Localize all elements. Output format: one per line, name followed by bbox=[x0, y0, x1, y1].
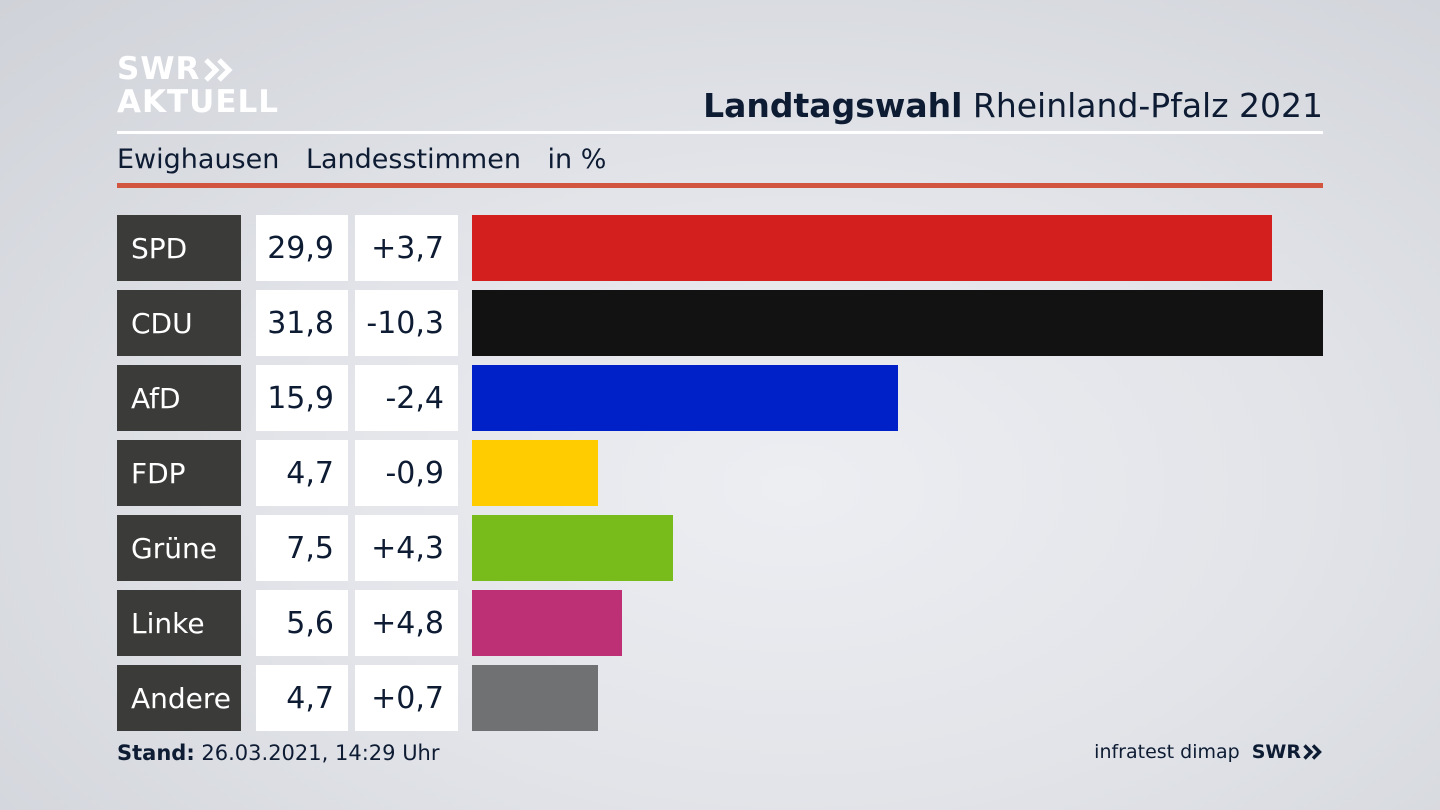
subline-measure: Landesstimmen bbox=[305, 144, 521, 175]
vote-share-label: 29,9 bbox=[256, 215, 348, 281]
change-label: +0,7 bbox=[355, 665, 458, 731]
accent-divider bbox=[117, 183, 1323, 188]
bar-fdp bbox=[472, 440, 598, 506]
timestamp: Stand: 26.03.2021, 14:29 Uhr bbox=[117, 741, 440, 765]
change-label: +4,8 bbox=[355, 590, 458, 656]
bar-row: Linke 5,6 +4,8 bbox=[117, 590, 1323, 656]
vote-share-label: 31,8 bbox=[256, 290, 348, 356]
party-label: Linke bbox=[117, 590, 241, 656]
subline-unit: in % bbox=[547, 144, 607, 175]
chart-subline: Ewighausen Landesstimmen in % bbox=[117, 144, 624, 175]
headline-bold: Landtagswahl bbox=[703, 86, 963, 125]
logo-line-2: AKTUELL bbox=[117, 84, 280, 120]
vote-share-label: 4,7 bbox=[256, 440, 348, 506]
bar-andere bbox=[472, 665, 598, 731]
party-label: Grüne bbox=[117, 515, 241, 581]
bar-row: AfD 15,9 -2,4 bbox=[117, 365, 1323, 431]
logo-line-1: SWR bbox=[117, 51, 201, 87]
source-credit: infratest dimap SWR bbox=[1094, 741, 1323, 763]
party-label: SPD bbox=[117, 215, 241, 281]
bar-spd bbox=[472, 215, 1272, 281]
stand-label: Stand: bbox=[117, 741, 195, 765]
bar-row: Grüne 7,5 +4,3 bbox=[117, 515, 1323, 581]
bar-row: CDU 31,8 -10,3 bbox=[117, 290, 1323, 356]
subline-place: Ewighausen bbox=[117, 144, 280, 175]
vote-share-label: 4,7 bbox=[256, 665, 348, 731]
party-label: CDU bbox=[117, 290, 241, 356]
bar-row: Andere 4,7 +0,7 bbox=[117, 665, 1323, 731]
vote-share-label: 15,9 bbox=[256, 365, 348, 431]
headline-rest: Rheinland-Pfalz 2021 bbox=[972, 86, 1323, 125]
change-label: -2,4 bbox=[355, 365, 458, 431]
bar-row: SPD 29,9 +3,7 bbox=[117, 215, 1323, 281]
vote-share-label: 7,5 bbox=[256, 515, 348, 581]
change-label: +3,7 bbox=[355, 215, 458, 281]
bar-grne bbox=[472, 515, 673, 581]
source-label: infratest dimap bbox=[1094, 741, 1240, 763]
bar-row: FDP 4,7 -0,9 bbox=[117, 440, 1323, 506]
party-label: Andere bbox=[117, 665, 241, 731]
change-label: +4,3 bbox=[355, 515, 458, 581]
party-label: AfD bbox=[117, 365, 241, 431]
bar-afd bbox=[472, 365, 898, 431]
header-divider bbox=[117, 131, 1323, 134]
chart-headline: Landtagswahl Rheinland-Pfalz 2021 bbox=[703, 86, 1323, 125]
change-label: -10,3 bbox=[355, 290, 458, 356]
double-chevron-icon bbox=[204, 57, 233, 82]
swr-aktuell-logo: SWR AKTUELL bbox=[117, 54, 279, 118]
change-label: -0,9 bbox=[355, 440, 458, 506]
footer-brand: SWR bbox=[1251, 741, 1301, 763]
party-label: FDP bbox=[117, 440, 241, 506]
bar-cdu bbox=[472, 290, 1323, 356]
stand-value: 26.03.2021, 14:29 Uhr bbox=[201, 741, 440, 765]
vote-share-label: 5,6 bbox=[256, 590, 348, 656]
bar-linke bbox=[472, 590, 622, 656]
double-chevron-icon bbox=[1303, 744, 1322, 760]
